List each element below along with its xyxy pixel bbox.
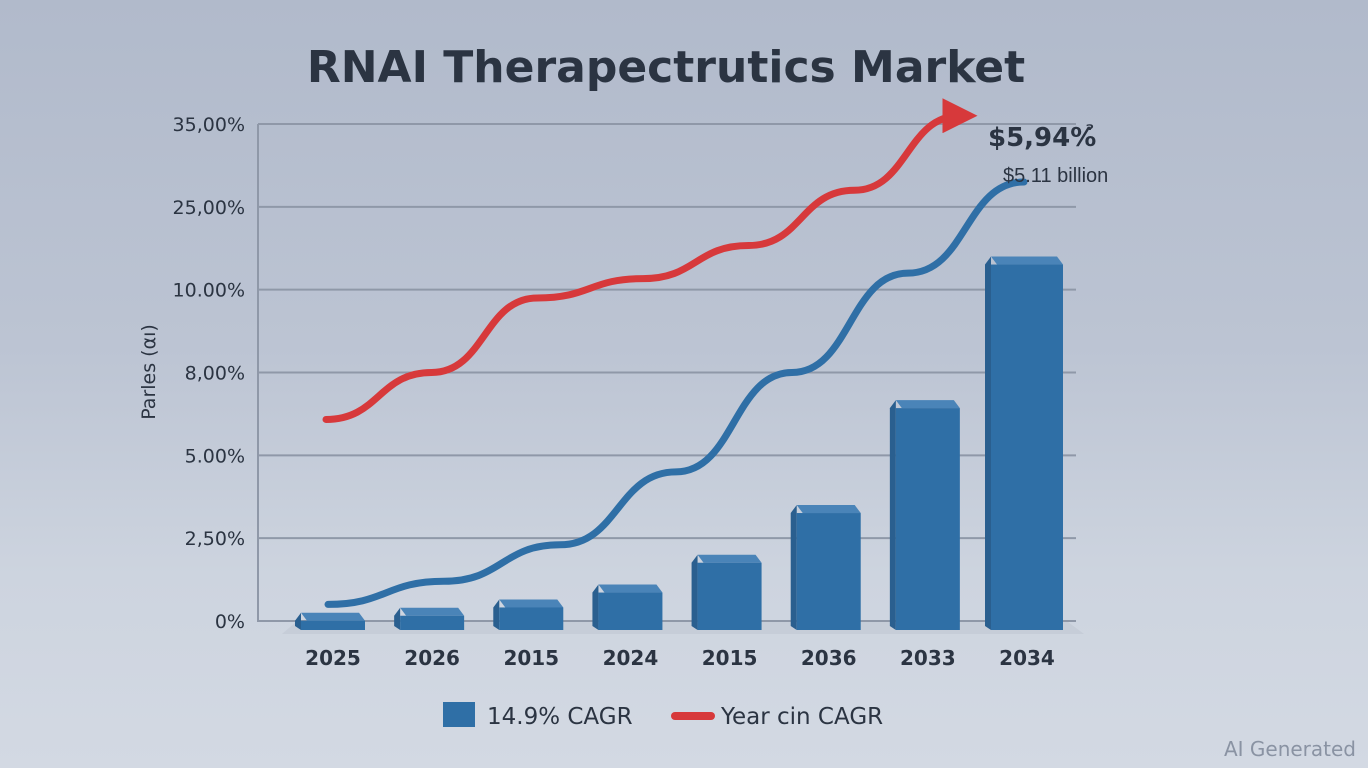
bar [991, 264, 1063, 630]
x-tick-label: 2033 [900, 646, 956, 670]
x-tick-label: 2026 [404, 646, 460, 670]
bar-side [592, 584, 599, 630]
x-tick-label: 2036 [801, 646, 857, 670]
x-tick-label: 2015 [702, 646, 758, 670]
bar-top [895, 400, 960, 409]
y-tick-label: 5.00% [185, 445, 245, 467]
bar-side [394, 607, 401, 630]
legend-label-bars: 14.9% CAGR [487, 704, 633, 730]
legend-swatch-bars [443, 702, 475, 727]
y-tick-label: 8,00% [185, 363, 245, 385]
bar [400, 615, 465, 630]
bar-top [796, 505, 861, 514]
x-tick-label: 2024 [603, 646, 659, 670]
blue-trend-curve [324, 178, 1028, 608]
x-tick-label: 2015 [503, 646, 559, 670]
bar-side [985, 256, 991, 630]
y-tick-label: 35,00% [173, 114, 245, 136]
bar-top [499, 599, 564, 608]
legend-label-line: Year cin CAGR [720, 704, 883, 730]
bar [796, 513, 861, 630]
x-tick-label: 2025 [305, 646, 361, 670]
bar [301, 620, 365, 630]
bar-top [400, 607, 465, 616]
y-tick-label: 2,50% [185, 528, 245, 550]
bar-side [889, 400, 896, 630]
y-tick-label: 10.00% [173, 280, 245, 302]
legend: 14.9% CAGR Year cin CAGR [443, 702, 883, 730]
bar [499, 607, 564, 630]
y-tick-label: 25,00% [173, 197, 245, 219]
bar-top [991, 256, 1063, 265]
bar [895, 408, 960, 630]
annotation-percent: $5,94%̉ [988, 122, 1096, 153]
bar-side [790, 505, 797, 630]
chart-title: RNAI Therapectrutics Market [307, 42, 1025, 93]
bars [295, 256, 1063, 630]
bar-top [301, 612, 365, 621]
watermark: AI Generated [1224, 737, 1356, 761]
bar-side [295, 612, 301, 630]
bar [598, 592, 663, 630]
red-trend-arrow [322, 98, 978, 423]
x-tick-label: 2034 [999, 646, 1055, 670]
lines [322, 98, 1028, 608]
bar-top [697, 554, 762, 563]
y-tick-label: 0% [215, 611, 245, 633]
y-axis-label: Parles (αı) [138, 324, 160, 420]
bar-top [598, 584, 663, 593]
floor-plane [282, 622, 1084, 634]
bar [697, 562, 762, 630]
annotation-billion: $5.11 billion [1003, 165, 1108, 187]
gridlines [258, 123, 1076, 622]
bar-side [493, 599, 500, 630]
y-axis-ticks: 0% 2,50% 5.00% 8,00% 10.00% 25,00% 35,00% [173, 114, 245, 633]
x-axis-ticks: 2025 2026 2015 2024 2015 2036 2033 2034 [305, 646, 1055, 670]
bar-side [691, 554, 698, 630]
